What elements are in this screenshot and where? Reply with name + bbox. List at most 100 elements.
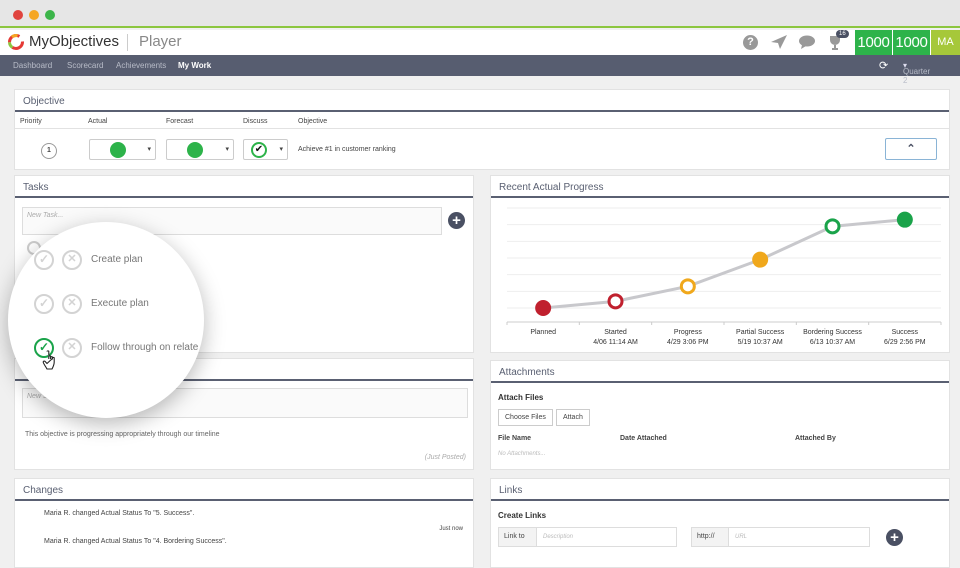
- x-tick-label: Progress: [674, 329, 703, 336]
- col-discuss: Discuss: [243, 118, 268, 125]
- link-description-group: Link to Description: [498, 527, 677, 547]
- collapse-button[interactable]: ⌃: [885, 138, 937, 160]
- discuss-check-icon: ✔: [251, 142, 267, 158]
- delete-task-icon[interactable]: ✕: [62, 338, 82, 358]
- data-point: [535, 300, 552, 316]
- tasks-title: Tasks: [15, 176, 473, 198]
- help-icon[interactable]: ?: [743, 35, 758, 50]
- attach-button[interactable]: Attach: [556, 409, 590, 426]
- links-panel: Links Create Links Link to Description h…: [490, 478, 950, 568]
- trophy-icon[interactable]: [828, 35, 842, 51]
- link-to-label: Link to: [499, 528, 537, 546]
- logo-icon: [8, 34, 24, 50]
- data-point: [896, 211, 913, 228]
- url-input[interactable]: URL: [735, 534, 748, 540]
- link-url-group: http:// URL: [691, 527, 870, 547]
- no-attachments: No Attachments...: [498, 451, 546, 457]
- status-text: This objective is progressing appropriat…: [25, 431, 220, 438]
- refresh-icon[interactable]: ⟳: [879, 60, 889, 72]
- data-point: [679, 278, 696, 295]
- priority-badge: 1: [41, 143, 57, 159]
- chat-icon[interactable]: [798, 35, 816, 50]
- quarter-label: Quarter 2: [903, 67, 931, 85]
- objective-panel: Objective Priority Actual Forecast Discu…: [14, 89, 950, 170]
- nav-dashboard[interactable]: Dashboard: [13, 61, 53, 70]
- nav-scorecard[interactable]: Scorecard: [67, 61, 104, 70]
- chevron-down-icon: ▾: [279, 146, 283, 153]
- status-green-dot: [187, 142, 203, 158]
- minimize-window-button[interactable]: [29, 10, 39, 20]
- delete-task-icon[interactable]: ✕: [62, 250, 82, 270]
- task-label: Create plan: [91, 254, 143, 265]
- send-icon[interactable]: [770, 34, 788, 50]
- add-link-button[interactable]: +: [886, 529, 903, 546]
- magnifier-overlay: ✓ ✕ Create plan ✓ ✕ Execute plan ✓ ✕ Follo…: [8, 222, 204, 418]
- objective-title: Objective: [15, 90, 949, 112]
- x-date-label: 6/29 2:56 PM: [884, 339, 926, 346]
- progress-chart: Planned Started 4/06 11:14 AM Progress 4/29 …: [506, 207, 942, 346]
- maximize-window-button[interactable]: [45, 10, 55, 20]
- score-1[interactable]: 1000: [855, 30, 892, 55]
- task-label: Follow through on relate: [91, 342, 199, 353]
- chevron-down-icon: ▾: [147, 146, 151, 153]
- actual-select[interactable]: ▾: [89, 139, 156, 160]
- links-heading: Create Links: [498, 511, 547, 520]
- quarter-select[interactable]: Quarter 2 ▾: [903, 61, 931, 85]
- x-tick-label: Success: [892, 329, 919, 336]
- status-green-dot: [110, 142, 126, 158]
- attachments-title: Attachments: [491, 361, 949, 383]
- avatar[interactable]: MA: [931, 30, 960, 55]
- x-date-label: 4/29 3:06 PM: [667, 339, 709, 346]
- window-titlebar: [0, 0, 960, 28]
- x-tick-label: Bordering Success: [803, 329, 862, 336]
- posted-time: (Just Posted): [424, 454, 466, 461]
- col-file-name: File Name: [498, 435, 532, 442]
- x-tick-label: Started: [604, 329, 627, 336]
- divider: [127, 34, 128, 51]
- delete-task-icon[interactable]: ✕: [62, 294, 82, 314]
- http-label: http://: [692, 528, 729, 546]
- x-date-label: 5/19 10:37 AM: [738, 339, 783, 346]
- discuss-select[interactable]: ✔ ▾: [243, 139, 288, 160]
- chevron-down-icon: ▾: [225, 146, 229, 153]
- change-item: Maria R. changed Actual Status To "5. Su…: [44, 510, 195, 517]
- objective-text: Achieve #1 in customer ranking: [298, 146, 396, 153]
- nav-achievements[interactable]: Achievements: [116, 61, 167, 70]
- data-point: [607, 293, 624, 310]
- series-line: [543, 218, 905, 310]
- x-tick-label: Partial Success: [736, 329, 785, 336]
- attach-heading: Attach Files: [498, 393, 544, 402]
- col-priority: Priority: [20, 118, 42, 125]
- choose-files-button[interactable]: Choose Files: [498, 409, 553, 426]
- x-tick-label: Planned: [530, 329, 556, 336]
- complete-task-icon[interactable]: ✓: [34, 250, 54, 270]
- progress-panel: Recent Actual Progress Planned Started 4/0…: [490, 175, 950, 353]
- links-title: Links: [491, 479, 949, 501]
- status-title: [15, 359, 473, 381]
- data-point: [824, 218, 841, 235]
- forecast-select[interactable]: ▾: [166, 139, 234, 160]
- complete-task-icon[interactable]: ✓: [34, 338, 54, 358]
- description-input[interactable]: Description: [543, 534, 574, 540]
- brand-name[interactable]: MyObjectives: [29, 33, 120, 50]
- progress-title: Recent Actual Progress: [491, 176, 949, 198]
- task-label: Execute plan: [91, 298, 149, 309]
- add-task-button[interactable]: +: [448, 212, 465, 229]
- col-actual: Actual: [88, 118, 108, 125]
- col-objective: Objective: [298, 118, 328, 125]
- col-date-attached: Date Attached: [620, 435, 667, 442]
- changes-title: Changes: [15, 479, 473, 501]
- change-time: Just now: [439, 526, 463, 532]
- close-window-button[interactable]: [13, 10, 23, 20]
- changes-panel: Changes Maria R. changed Actual Status T…: [14, 478, 474, 568]
- attachments-panel: Attachments Attach Files Choose Files At…: [490, 360, 950, 470]
- col-forecast: Forecast: [166, 118, 194, 125]
- complete-task-icon[interactable]: ✓: [34, 294, 54, 314]
- nav-my-work[interactable]: My Work: [178, 61, 212, 70]
- main-nav: Dashboard Scorecard Achievements My Work…: [0, 55, 960, 85]
- score-2[interactable]: 1000: [893, 30, 930, 55]
- section-name: Player: [139, 33, 182, 50]
- data-point: [752, 251, 769, 268]
- trophy-badge: 16: [836, 30, 849, 38]
- hand-cursor-icon: [42, 350, 55, 370]
